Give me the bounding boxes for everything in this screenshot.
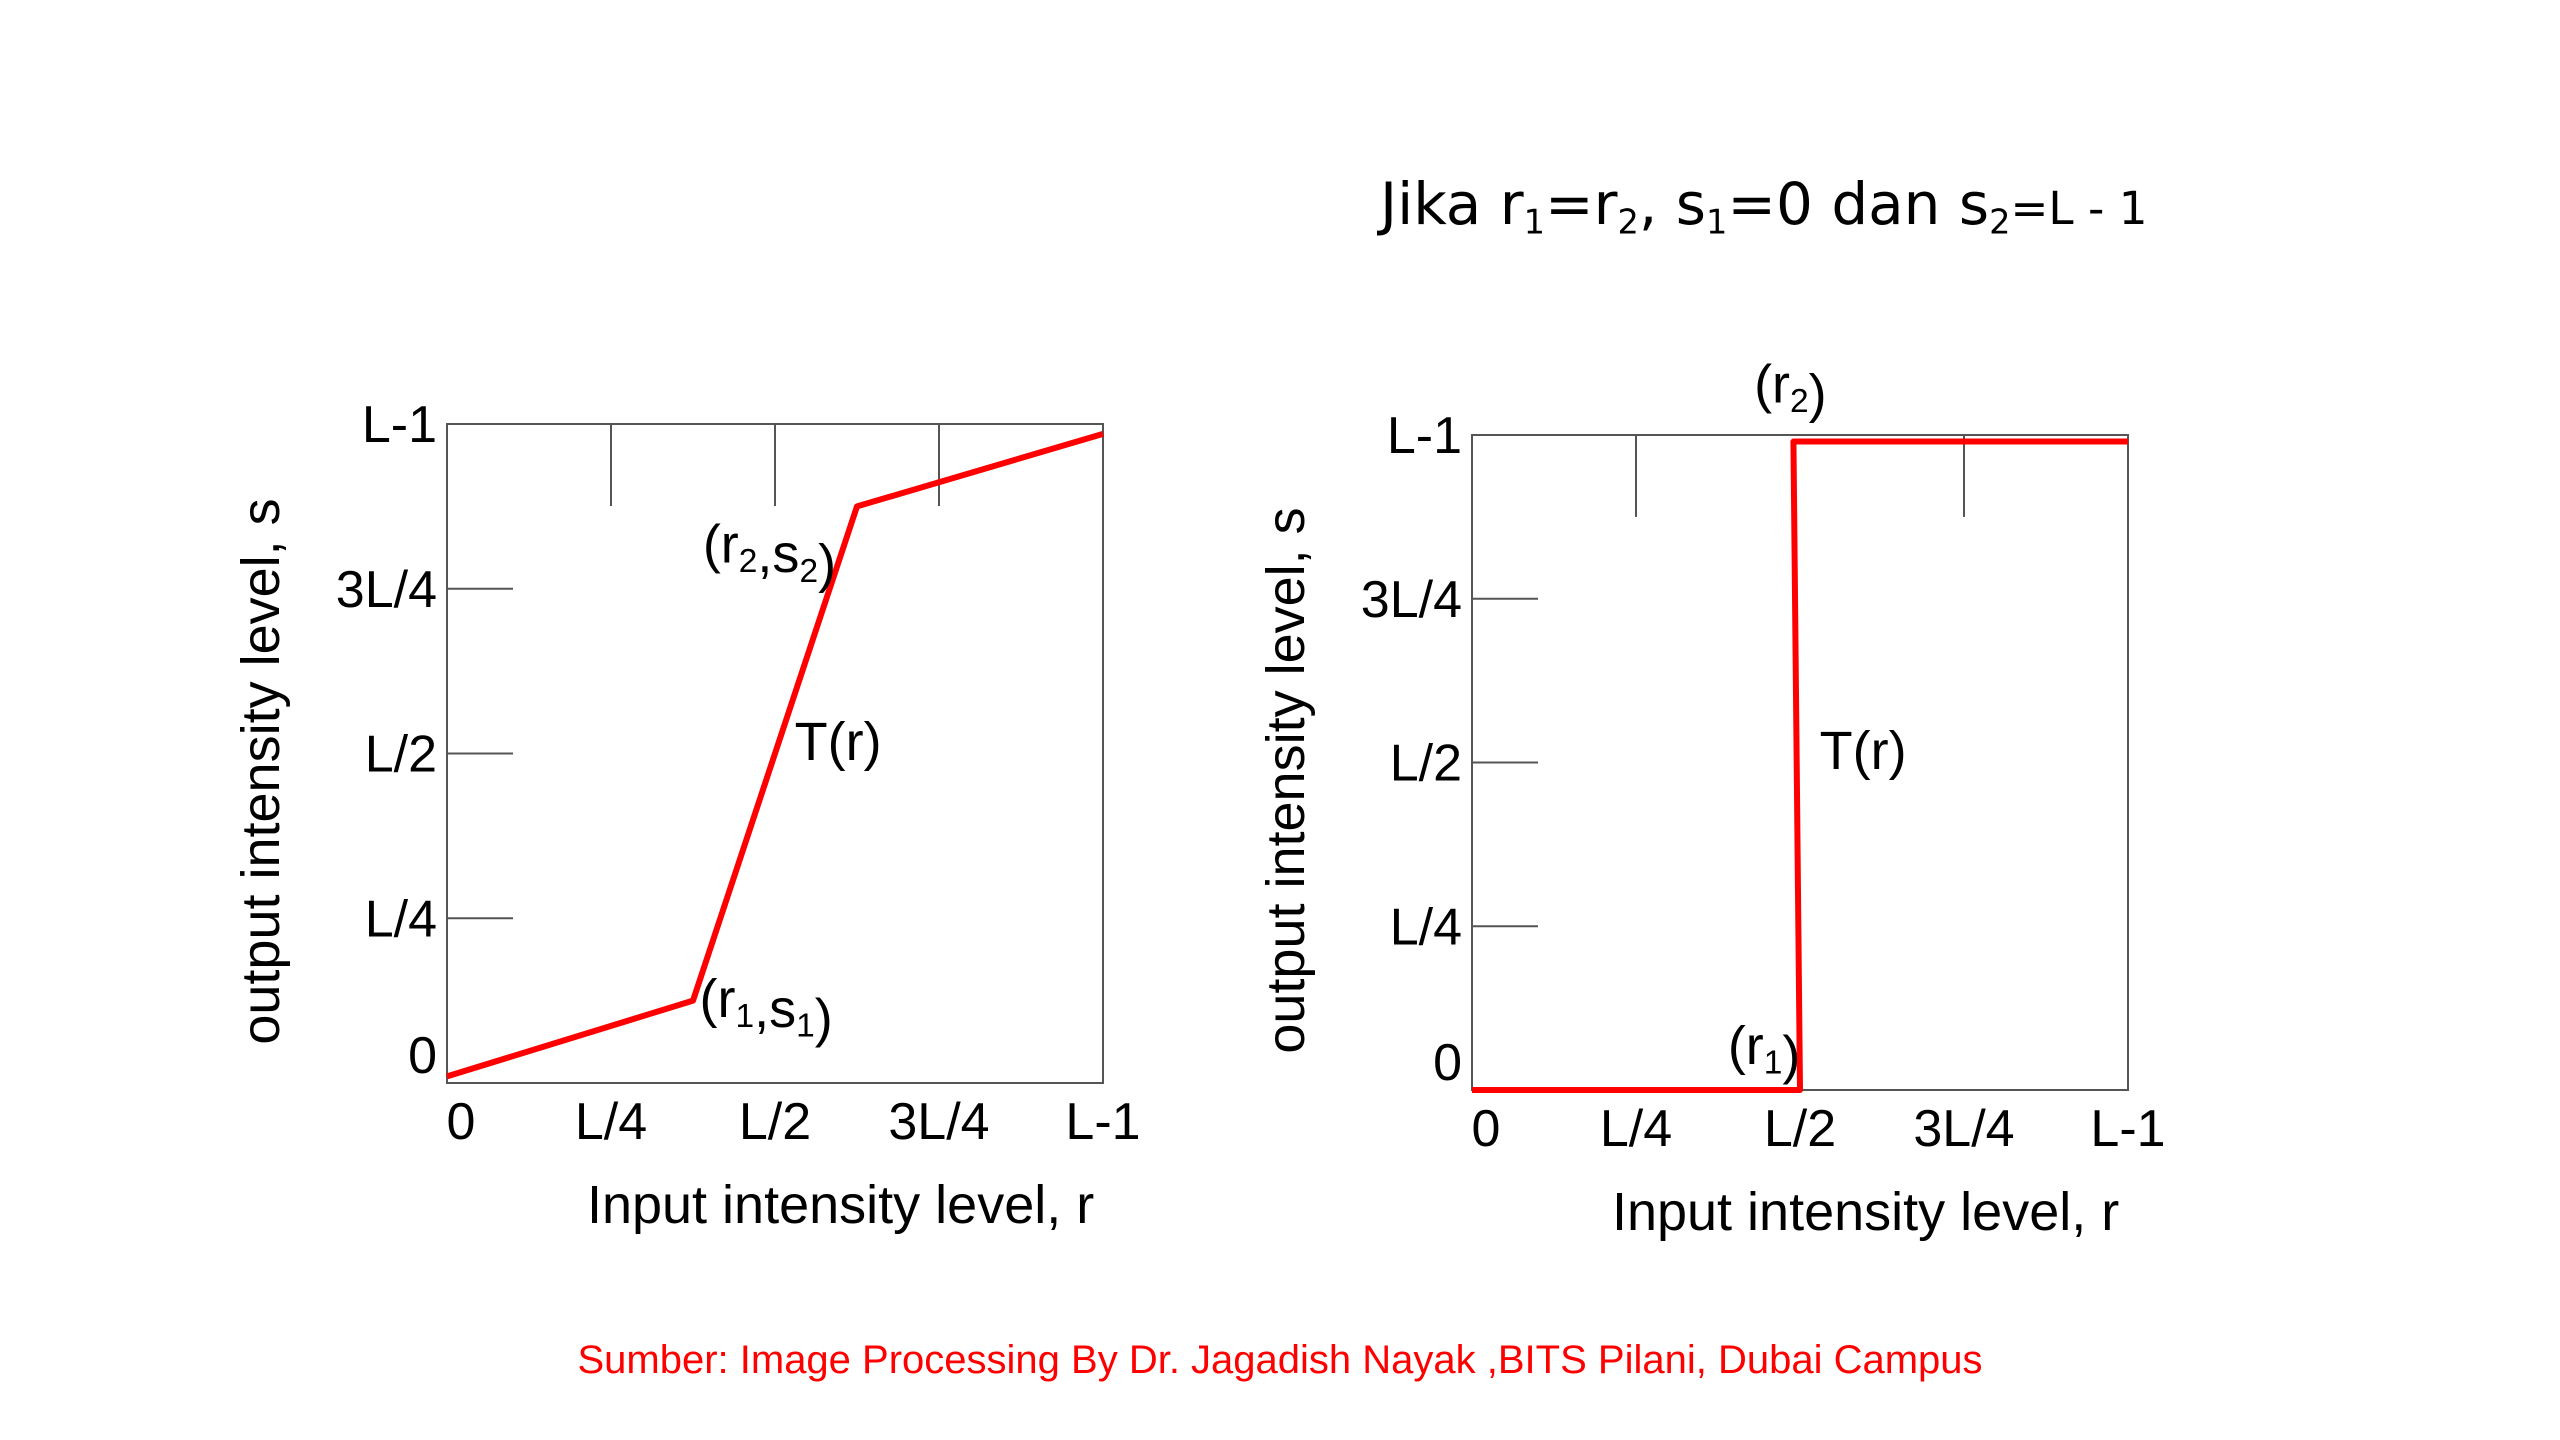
y-tick-label: 3L/4 xyxy=(336,561,437,619)
y-tick-label: L-1 xyxy=(1387,407,1462,465)
curve-annotation: (r2,s2) xyxy=(703,514,836,593)
y-tick-label: L-1 xyxy=(362,396,437,454)
source-citation: Sumber: Image Processing By Dr. Jagadish… xyxy=(577,1338,1983,1382)
curve-annotation: (r1) xyxy=(1728,1016,1801,1086)
x-tick-label: L/2 xyxy=(739,1093,811,1151)
x-tick-label: 3L/4 xyxy=(888,1093,989,1151)
x-tick-label: 0 xyxy=(447,1093,476,1151)
x-tick-label: L/4 xyxy=(575,1093,647,1151)
slide-heading: Jika r1=r2, s1=0 dan s2=L - 1 xyxy=(1380,170,2148,242)
x-tick-label: 3L/4 xyxy=(1913,1100,2014,1158)
y-tick-label: 3L/4 xyxy=(1361,571,1462,629)
curve-annotation: T(r) xyxy=(795,712,882,772)
x-tick-label: 0 xyxy=(1472,1100,1501,1158)
curve-annotation: T(r) xyxy=(1820,721,1907,781)
y-tick-label: L/2 xyxy=(365,726,437,784)
y-axis-label: output intensity level, s xyxy=(1256,507,1316,1053)
x-axis-label: Input intensity level, r xyxy=(587,1175,1094,1235)
y-tick-label: 0 xyxy=(1433,1034,1462,1092)
y-tick-label: L/4 xyxy=(365,890,437,948)
transform-curve xyxy=(1472,438,2128,1093)
x-tick-label: L-1 xyxy=(1065,1093,1140,1151)
y-tick-label: 0 xyxy=(408,1027,437,1085)
curve-annotation: (r1,s1) xyxy=(700,969,833,1048)
y-tick-label: L/2 xyxy=(1390,735,1462,793)
y-axis-label: output intensity level, s xyxy=(231,498,291,1044)
x-axis-label: Input intensity level, r xyxy=(1612,1182,2119,1242)
x-tick-label: L/4 xyxy=(1600,1100,1672,1158)
y-tick-label: L/4 xyxy=(1390,898,1462,956)
transform-curve xyxy=(446,431,1104,1080)
curve-annotation: (r2) xyxy=(1754,354,1827,424)
x-tick-label: L-1 xyxy=(2090,1100,2165,1158)
x-tick-label: L/2 xyxy=(1764,1100,1836,1158)
